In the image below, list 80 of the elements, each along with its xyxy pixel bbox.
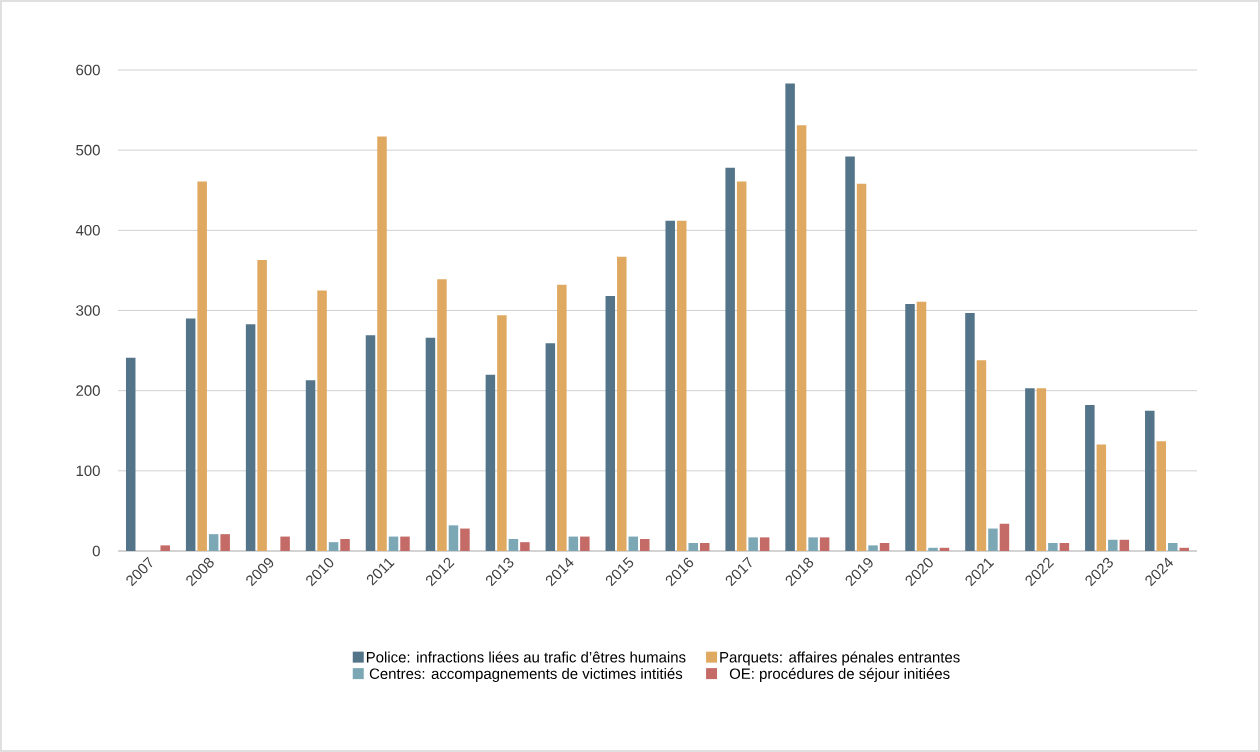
bar xyxy=(197,181,207,551)
bar xyxy=(508,538,519,551)
bar xyxy=(905,304,915,551)
bar xyxy=(868,545,878,551)
bar xyxy=(736,181,747,551)
bar xyxy=(1168,542,1178,551)
bar xyxy=(208,534,219,551)
y-tick-label: 600 xyxy=(76,64,100,76)
bar xyxy=(1179,547,1190,551)
bar xyxy=(1108,539,1118,551)
bar xyxy=(796,125,807,551)
bar xyxy=(485,374,496,551)
bar xyxy=(280,536,290,551)
bar xyxy=(568,536,579,551)
y-tick-label: 100 xyxy=(76,465,100,477)
bar xyxy=(1085,405,1095,551)
bar xyxy=(557,284,567,551)
bar xyxy=(939,547,950,551)
bar xyxy=(365,335,376,551)
bar xyxy=(808,537,818,551)
bar xyxy=(999,523,1010,551)
bar xyxy=(1059,542,1070,551)
bar xyxy=(448,525,459,551)
bar xyxy=(605,296,616,551)
bar xyxy=(916,301,927,551)
bar xyxy=(845,156,855,551)
bar xyxy=(879,542,890,551)
legend-label: Centres: accompagnements de victimes intitiés xyxy=(369,667,683,682)
bar xyxy=(759,537,770,551)
bar xyxy=(328,542,339,551)
bar xyxy=(1119,539,1130,551)
bar xyxy=(1025,388,1035,551)
bar xyxy=(245,324,256,551)
bar xyxy=(305,380,316,551)
bar xyxy=(580,536,590,551)
bar xyxy=(688,542,698,551)
bar xyxy=(748,537,758,551)
bar xyxy=(856,183,867,551)
bar xyxy=(819,537,830,551)
bar xyxy=(425,337,436,551)
bar xyxy=(388,536,399,551)
bar xyxy=(676,220,687,551)
bar xyxy=(988,528,998,551)
bar xyxy=(640,538,650,551)
bar xyxy=(160,545,170,551)
legend-label: Police: infractions liées au trafic d’êtres humains xyxy=(366,651,686,663)
bar xyxy=(185,318,196,551)
bar xyxy=(628,536,639,551)
bar xyxy=(340,538,350,551)
y-tick-label: 200 xyxy=(76,385,100,396)
bar xyxy=(976,360,987,551)
bar xyxy=(520,542,530,551)
bar xyxy=(400,536,410,551)
bar xyxy=(257,259,267,551)
bar xyxy=(965,312,975,551)
bar xyxy=(377,136,387,551)
bar xyxy=(460,528,470,551)
bar xyxy=(125,357,136,551)
bar xyxy=(1048,542,1058,551)
bar xyxy=(928,547,938,551)
bar xyxy=(437,279,447,551)
bar xyxy=(665,220,675,551)
bar xyxy=(497,315,507,551)
bar xyxy=(1156,441,1167,551)
bar xyxy=(725,167,735,551)
legend-label: Parquets: affaires pénales entrantes xyxy=(720,651,960,666)
bar xyxy=(220,534,230,551)
bar xyxy=(785,83,795,551)
y-tick-label: 0 xyxy=(92,545,100,557)
bar xyxy=(545,343,556,551)
bar xyxy=(699,542,710,551)
legend-label: OE: procédures de séjour initiées xyxy=(729,667,950,682)
bar xyxy=(1096,444,1107,551)
y-tick-label: 400 xyxy=(75,225,100,236)
bar xyxy=(617,256,627,551)
y-tick-label: 300 xyxy=(76,305,100,316)
bar xyxy=(1145,410,1155,551)
y-tick-label: 500 xyxy=(76,144,100,156)
bar xyxy=(1036,388,1047,551)
bar xyxy=(317,290,327,551)
